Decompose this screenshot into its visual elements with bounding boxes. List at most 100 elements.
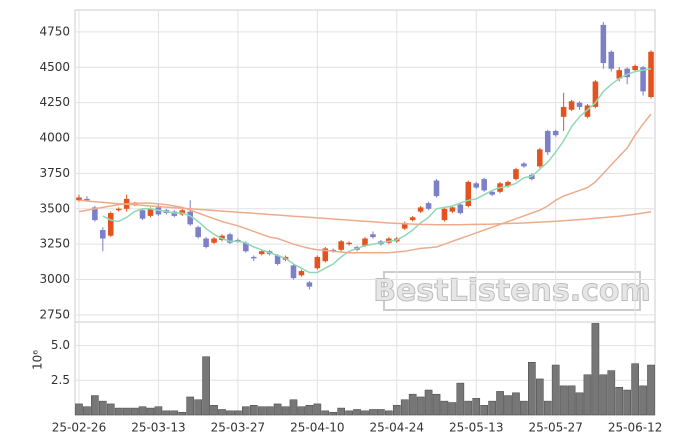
volume-bar xyxy=(575,392,584,416)
volume-bar xyxy=(234,410,242,416)
moving-average-line xyxy=(78,199,652,226)
volume-bar xyxy=(194,399,202,416)
y-tick-label: 5.0 xyxy=(51,338,70,352)
volume-bar xyxy=(369,409,377,416)
candle-body xyxy=(235,239,241,241)
x-tick-label: 25-02-26 xyxy=(52,421,106,435)
watermark: BestListens.com xyxy=(373,274,651,309)
volume-bar xyxy=(591,323,600,416)
candle-body xyxy=(362,238,368,246)
candle-body xyxy=(250,256,257,259)
x-tick-label: 25-04-10 xyxy=(290,421,344,435)
volume-bar xyxy=(162,410,171,416)
candle-body xyxy=(290,265,297,279)
candle-body xyxy=(521,163,527,167)
candle-body xyxy=(449,207,456,212)
candle-body xyxy=(489,191,495,195)
volume-bar xyxy=(416,396,425,416)
volume-bar xyxy=(305,405,314,416)
volume-bar xyxy=(615,386,624,416)
candle-body xyxy=(100,230,106,239)
candle-body xyxy=(616,70,623,79)
candle-body xyxy=(584,105,591,117)
candle-body xyxy=(552,130,559,136)
candle-body xyxy=(370,234,376,238)
volume-bar xyxy=(392,405,401,416)
volume-bar xyxy=(512,392,520,416)
x-tick-label: 25-05-13 xyxy=(449,421,503,435)
y-tick-label: 4500 xyxy=(39,60,70,74)
volume-bar xyxy=(480,405,489,416)
candle-body xyxy=(107,213,114,236)
candle-body xyxy=(624,68,630,78)
volume-bar xyxy=(146,407,155,416)
volume-bar xyxy=(504,395,512,416)
y-tick-label: 3750 xyxy=(39,166,70,180)
candle-body xyxy=(76,197,82,201)
y-tick-label: 2750 xyxy=(39,307,70,321)
volume-bar xyxy=(631,363,639,416)
y-tick-label: 3000 xyxy=(39,272,70,286)
candle-body xyxy=(425,203,432,209)
candle-body xyxy=(473,183,480,188)
y-tick-label: 3500 xyxy=(39,201,70,215)
volume-bar xyxy=(130,407,139,416)
candle-body xyxy=(147,208,154,216)
candle-body xyxy=(648,51,654,98)
candle-body xyxy=(243,242,249,252)
candle-body xyxy=(600,24,607,64)
volume-bar xyxy=(400,399,409,416)
moving-average-line xyxy=(102,67,652,274)
x-tick-label: 25-03-13 xyxy=(131,421,185,435)
volume-bar xyxy=(647,364,655,416)
volume-bar xyxy=(464,400,473,416)
volume-bar xyxy=(623,389,632,416)
candle-body xyxy=(568,101,575,110)
candle-body xyxy=(417,207,424,212)
volume-bar xyxy=(186,396,195,416)
volume-bar xyxy=(432,393,441,416)
volume-bar xyxy=(289,399,298,416)
candle-body xyxy=(576,102,583,107)
candle-body xyxy=(401,222,408,229)
candle-body xyxy=(258,251,265,255)
volume-bar xyxy=(210,405,218,416)
volume-bar xyxy=(281,406,290,416)
candle-body xyxy=(632,65,638,71)
volume-bar xyxy=(361,410,369,416)
x-tick-label: 25-05-27 xyxy=(528,421,582,435)
candle-body xyxy=(171,211,178,216)
candle-body xyxy=(592,81,599,107)
candle-body xyxy=(513,169,519,180)
y-tick-label: 3250 xyxy=(39,237,70,251)
volume-bar xyxy=(75,403,83,416)
volume-bar xyxy=(424,389,433,416)
volume-bar xyxy=(543,400,552,416)
candle-body xyxy=(441,208,448,221)
volume-bar xyxy=(313,403,322,416)
volume-bar xyxy=(114,407,123,416)
volume-bar xyxy=(226,410,234,416)
y-tick-label: 4000 xyxy=(39,131,70,145)
volume-bar xyxy=(249,405,258,416)
candle-body xyxy=(203,238,209,248)
volume-bar xyxy=(218,409,226,416)
volume-bar xyxy=(265,406,274,416)
volume-bar xyxy=(408,393,417,416)
candle-body xyxy=(457,204,464,214)
candle-body xyxy=(274,255,281,264)
candle-body xyxy=(608,51,615,69)
volume-bar xyxy=(377,409,385,416)
x-tick-label: 25-06-12 xyxy=(608,421,662,435)
volume-axis-label: 10⁶ xyxy=(31,350,45,370)
y-tick-label: 4750 xyxy=(39,24,70,38)
volume-bar xyxy=(345,410,353,416)
candle-body xyxy=(314,256,321,269)
y-tick-label: 4250 xyxy=(39,95,70,109)
candle-body xyxy=(139,210,146,219)
candle-body xyxy=(187,211,193,225)
volume-bar xyxy=(337,407,345,416)
volume-bar xyxy=(321,410,330,416)
candle-body xyxy=(211,238,217,243)
